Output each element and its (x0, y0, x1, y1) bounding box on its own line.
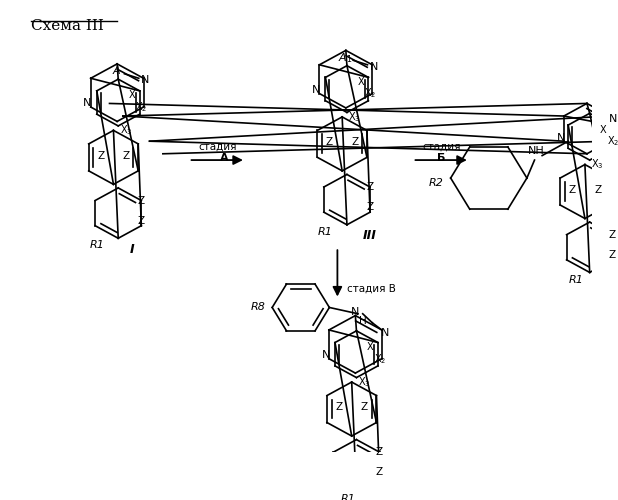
Text: R2: R2 (429, 178, 444, 188)
Text: стадия: стадия (422, 142, 460, 152)
Text: X$_2$: X$_2$ (135, 100, 148, 114)
Text: N: N (322, 350, 330, 360)
Text: Z: Z (366, 202, 373, 212)
Text: H: H (359, 316, 366, 326)
Text: X: X (129, 90, 135, 101)
Text: Б: Б (437, 154, 446, 164)
Text: Z: Z (361, 402, 368, 412)
Text: Z: Z (137, 216, 145, 226)
Text: X: X (367, 342, 374, 352)
Text: III: III (363, 229, 377, 242)
Text: N: N (83, 98, 91, 108)
Text: Z: Z (326, 137, 333, 147)
Text: X$_2$: X$_2$ (364, 86, 376, 101)
Text: Z: Z (569, 184, 575, 194)
Text: N: N (557, 132, 565, 142)
Text: I: I (129, 242, 134, 256)
Text: X$_3$: X$_3$ (591, 158, 604, 172)
Text: R1: R1 (341, 494, 356, 500)
Text: Z: Z (123, 150, 130, 160)
Text: A: A (219, 154, 228, 164)
Text: X$_2$: X$_2$ (374, 352, 386, 366)
Text: стадия В: стадия В (347, 284, 396, 294)
Text: R1: R1 (569, 274, 584, 284)
Text: Z: Z (595, 184, 601, 194)
Text: стадия: стадия (198, 142, 237, 152)
Text: Z: Z (376, 447, 383, 457)
Text: X$_3$: X$_3$ (349, 110, 361, 124)
Text: N: N (381, 328, 389, 338)
Text: Z: Z (609, 250, 616, 260)
Text: NH: NH (528, 146, 545, 156)
Text: N: N (142, 75, 150, 85)
Text: N: N (311, 85, 320, 95)
Text: Z: Z (366, 182, 373, 192)
Text: N: N (370, 62, 378, 72)
Text: Z: Z (336, 402, 342, 412)
Text: N: N (609, 114, 617, 124)
Text: Z: Z (137, 196, 145, 205)
Text: Z: Z (376, 468, 383, 477)
Text: X$_2$: X$_2$ (607, 134, 618, 148)
Text: Z: Z (609, 230, 616, 239)
Text: Схема III: Схема III (32, 19, 104, 33)
Text: X$_3$: X$_3$ (358, 375, 370, 389)
Text: X: X (357, 77, 364, 87)
Text: N: N (351, 307, 359, 317)
Text: X$_3$: X$_3$ (119, 124, 132, 138)
Text: R8: R8 (250, 302, 265, 312)
Text: Z: Z (352, 137, 358, 147)
Text: A: A (113, 66, 121, 76)
Text: R1: R1 (318, 227, 333, 237)
Text: Z: Z (97, 150, 104, 160)
Text: X: X (600, 124, 607, 134)
Text: A$_1$: A$_1$ (338, 50, 353, 64)
Text: R1: R1 (90, 240, 104, 250)
